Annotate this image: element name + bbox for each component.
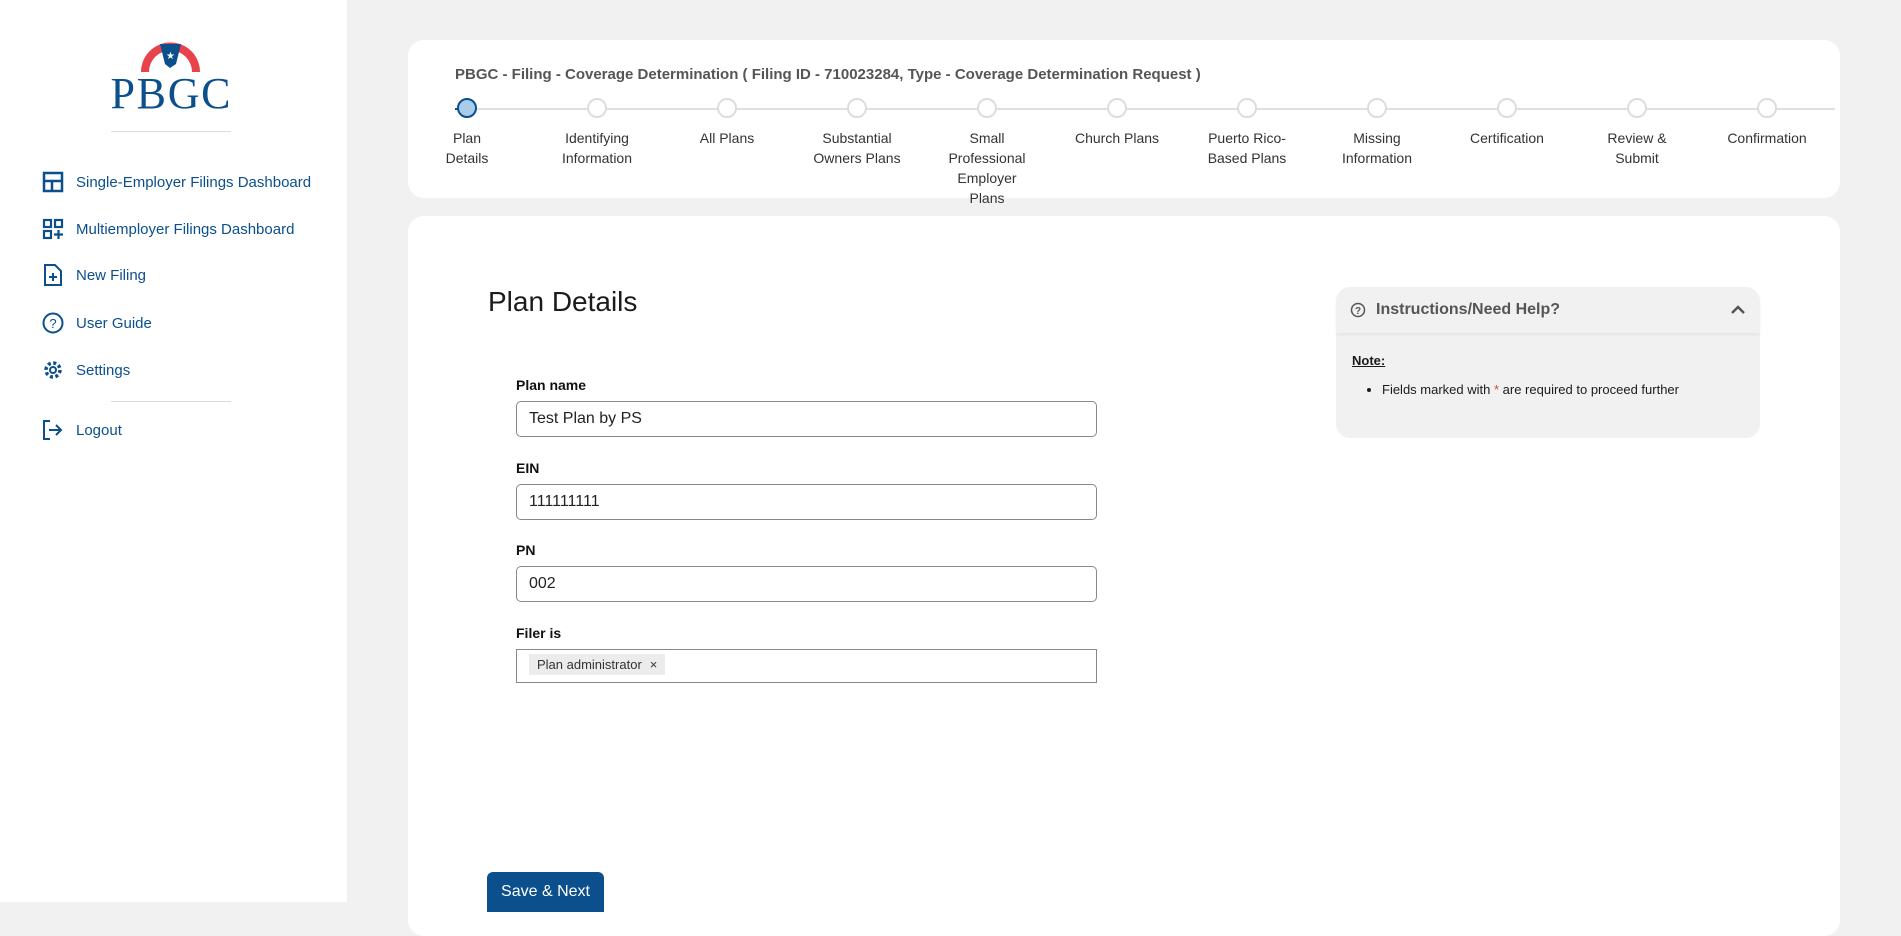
step-7[interactable]: Missing Information (1317, 98, 1437, 168)
step-label: Church Plans (1074, 130, 1160, 146)
svg-text:PBGC: PBGC (111, 69, 231, 110)
sidebar: ★ PBGC Single-Employer Filings Dashboard… (0, 0, 347, 902)
step-dot (457, 98, 477, 118)
step-dot (717, 98, 737, 118)
question-circle-icon: ? (42, 312, 64, 334)
filer-multiselect[interactable]: Plan administrator × (516, 649, 1097, 683)
step-6[interactable]: Puerto Rico-Based Plans (1187, 98, 1307, 168)
pn-label: PN (516, 542, 536, 558)
sidebar-item-single-employer[interactable]: Single-Employer Filings Dashboard (42, 171, 311, 193)
step-dot (1107, 98, 1127, 118)
plan-name-input[interactable] (516, 401, 1097, 437)
help-panel: ? Instructions/Need Help? Note: Fields m… (1336, 287, 1760, 438)
step-label: Substantial Owners Plans (813, 130, 901, 166)
file-plus-icon (44, 264, 62, 286)
step-label: Puerto Rico-Based Plans (1207, 130, 1287, 166)
main-card: Plan Details Plan name EIN PN Filer is P… (408, 216, 1840, 936)
logout-icon (43, 420, 63, 440)
step-9[interactable]: Review & Submit (1577, 98, 1697, 168)
step-5[interactable]: Church Plans (1057, 98, 1177, 148)
sidebar-item-multiemployer[interactable]: Multiemployer Filings Dashboard (42, 218, 294, 240)
help-item: Fields marked with * are required to pro… (1382, 382, 1760, 397)
step-10[interactable]: Confirmation (1707, 98, 1827, 148)
filing-header-card: PBGC - Filing - Coverage Determination (… (408, 40, 1840, 206)
step-label: Small Professional Employer Plans (948, 130, 1026, 206)
save-next-button[interactable]: Save & Next (487, 872, 604, 912)
step-label: Identifying Information (561, 130, 633, 166)
stepper-track (467, 108, 1835, 110)
svg-text:★: ★ (166, 51, 175, 62)
svg-text:?: ? (49, 316, 56, 331)
progress-stepper: Plan Details Identifying Information All P… (446, 98, 1835, 218)
note-label: Note: (1352, 353, 1386, 368)
pn-input[interactable] (516, 566, 1097, 602)
help-panel-header[interactable]: ? Instructions/Need Help? (1336, 287, 1760, 333)
step-dot (1757, 98, 1777, 118)
sidebar-item-user-guide[interactable]: ? User Guide (42, 312, 152, 334)
step-dot (1627, 98, 1647, 118)
divider (111, 131, 231, 132)
step-2[interactable]: All Plans (667, 98, 787, 148)
question-circle-icon: ? (1350, 302, 1366, 318)
pbgc-logo[interactable]: ★ PBGC (108, 32, 233, 110)
step-label: All Plans (699, 130, 755, 146)
step-label: Review & Submit (1607, 130, 1667, 166)
step-label: Confirmation (1727, 130, 1807, 146)
step-label: Plan Details (445, 130, 489, 166)
logout-button[interactable]: Logout (42, 419, 122, 441)
sidebar-item-new-filing[interactable]: New Filing (42, 264, 146, 286)
step-label: Missing Information (1341, 130, 1413, 166)
step-dot (977, 98, 997, 118)
ein-input[interactable] (516, 484, 1097, 520)
filer-chip: Plan administrator × (529, 654, 666, 675)
divider (111, 401, 231, 402)
step-dot (587, 98, 607, 118)
page-title: Plan Details (488, 286, 638, 317)
dashboard-icon (42, 171, 64, 193)
step-3[interactable]: Substantial Owners Plans (797, 98, 917, 168)
step-dot (847, 98, 867, 118)
step-4[interactable]: Small Professional Employer Plans (927, 98, 1047, 208)
chip-remove-icon[interactable]: × (649, 657, 658, 672)
svg-text:?: ? (1355, 306, 1361, 317)
chevron-up-icon[interactable] (1730, 305, 1746, 315)
grid-plus-icon (42, 218, 64, 240)
step-dot (1367, 98, 1387, 118)
plan-name-label: Plan name (516, 377, 587, 393)
ein-label: EIN (516, 460, 540, 476)
step-8[interactable]: Certification (1447, 98, 1567, 148)
step-dot (1237, 98, 1257, 118)
sidebar-item-settings[interactable]: Settings (42, 359, 130, 381)
step-1[interactable]: Identifying Information (537, 98, 657, 168)
filer-label: Filer is (516, 625, 562, 641)
step-0[interactable]: Plan Details (407, 98, 527, 168)
step-label: Certification (1470, 130, 1544, 146)
step-dot (1497, 98, 1517, 118)
filing-title: PBGC - Filing - Coverage Determination (… (455, 66, 1201, 83)
gear-icon (44, 361, 62, 379)
